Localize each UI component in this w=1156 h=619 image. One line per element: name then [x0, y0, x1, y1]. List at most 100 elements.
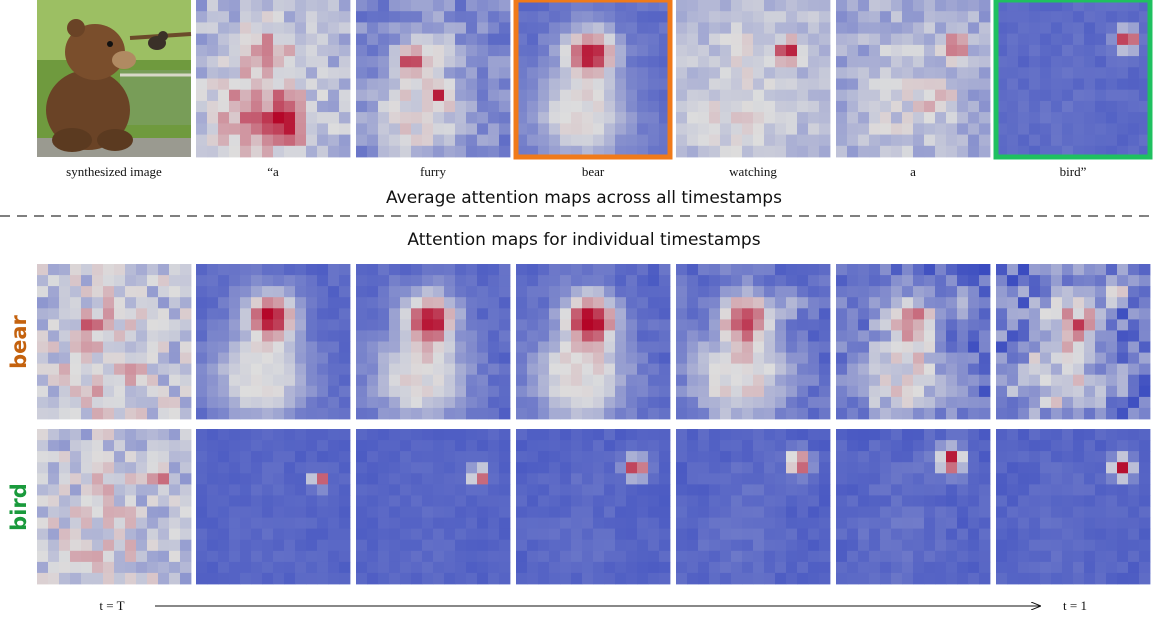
heatmap-cell	[764, 112, 776, 124]
heatmap-cell	[196, 440, 208, 452]
heatmap-cell	[946, 112, 958, 124]
heatmap-cell	[339, 517, 351, 530]
heatmap-cell	[1040, 484, 1052, 496]
heatmap-cell	[196, 506, 208, 518]
heatmap-cell	[180, 495, 192, 507]
heatmap-cell	[477, 352, 489, 365]
heatmap-cell	[797, 78, 809, 91]
heatmap-cell	[615, 440, 627, 452]
heatmap-cell	[158, 297, 170, 309]
heatmap-cell	[455, 341, 467, 353]
heatmap-cell	[306, 297, 318, 309]
heatmap-cell	[317, 528, 329, 541]
heatmap-cell	[295, 134, 307, 147]
heatmap-cell	[1051, 539, 1063, 552]
heatmap-cell	[968, 374, 980, 387]
heatmap-cell	[477, 78, 489, 91]
heatmap-cell	[626, 22, 638, 34]
heatmap-cell	[180, 440, 192, 452]
heatmap-cell	[819, 275, 831, 287]
row-label: bird	[7, 483, 31, 531]
heatmap-cell	[687, 473, 699, 485]
heatmap-cell	[582, 429, 594, 441]
heatmap-cell	[1139, 385, 1151, 398]
heatmap-cell	[659, 308, 671, 320]
heatmap-cell	[1095, 462, 1107, 474]
heatmap-cell	[527, 341, 539, 353]
heatmap-cell	[996, 78, 1008, 91]
heatmap-cell	[1106, 385, 1118, 398]
heatmap-cell	[968, 134, 980, 147]
heatmap-cell	[158, 473, 170, 485]
heatmap-cell	[808, 286, 820, 298]
heatmap-cell	[946, 341, 958, 353]
heatmap-cell	[808, 44, 820, 57]
heatmap-cell	[1018, 145, 1030, 158]
heatmap-cell	[411, 286, 423, 298]
heatmap-cell	[858, 451, 870, 463]
heatmap-cell	[180, 473, 192, 485]
heatmap-cell	[582, 363, 594, 376]
heatmap-cell	[367, 297, 379, 309]
heatmap-cell	[81, 440, 93, 452]
heatmap-cell	[158, 275, 170, 287]
heatmap-cell	[180, 275, 192, 287]
heatmap-cell	[273, 352, 285, 365]
heatmap-cell	[516, 451, 528, 463]
heatmap-cell	[637, 462, 649, 474]
heatmap-cell	[924, 308, 936, 320]
heatmap-cell	[196, 528, 208, 541]
heatmap-cell	[836, 484, 848, 496]
heatmap-cell	[808, 89, 820, 102]
heatmap-cell	[648, 0, 660, 12]
heatmap-cell	[637, 341, 649, 353]
heatmap-cell	[306, 385, 318, 398]
heatmap-cell	[367, 440, 379, 452]
heatmap-cell	[92, 352, 104, 365]
heatmap-cell	[1128, 22, 1140, 34]
heatmap-cell	[328, 429, 340, 441]
heatmap-cell	[858, 67, 870, 79]
heatmap-cell	[797, 561, 809, 574]
heatmap-cell	[604, 341, 616, 353]
heatmap-cell	[731, 473, 743, 485]
heatmap-cell	[698, 308, 710, 320]
heatmap-cell	[328, 374, 340, 387]
heatmap-cell	[147, 440, 159, 452]
heatmap-cell	[527, 22, 539, 34]
heatmap-cell	[847, 330, 859, 342]
heatmap-cell	[1117, 506, 1129, 518]
heatmap-cell	[444, 429, 456, 441]
heatmap-cell	[648, 528, 660, 541]
heatmap-cell	[251, 429, 263, 441]
heatmap-cell	[891, 550, 903, 563]
heatmap-cell	[720, 341, 732, 353]
heatmap-cell	[913, 89, 925, 102]
heatmap-cell	[527, 506, 539, 518]
heatmap-cell	[1018, 100, 1030, 113]
heatmap-cell	[1007, 539, 1019, 552]
heatmap-cell	[1128, 451, 1140, 463]
heatmap-cell	[516, 352, 528, 365]
heatmap-cell	[1095, 572, 1107, 585]
heatmap-cell	[1007, 134, 1019, 147]
heatmap-cell	[819, 528, 831, 541]
heatmap-cell	[742, 22, 754, 34]
heatmap-cell	[709, 374, 721, 387]
heatmap-cell	[444, 352, 456, 365]
heatmap-cell	[422, 134, 434, 147]
heatmap-cell	[251, 396, 263, 409]
heatmap-cell	[59, 330, 71, 342]
heatmap-cell	[731, 89, 743, 102]
heatmap-cell	[295, 330, 307, 342]
heatmap-cell	[819, 495, 831, 507]
heatmap-cell	[1051, 495, 1063, 507]
heatmap-cell	[328, 100, 340, 113]
heatmap-cell	[957, 297, 969, 309]
heatmap-cell	[676, 341, 688, 353]
heatmap-cell	[979, 67, 991, 79]
heatmap-cell	[549, 100, 561, 113]
heatmap-cell	[262, 33, 274, 46]
heatmap-cell	[103, 319, 115, 331]
heatmap-cell	[1073, 330, 1085, 342]
